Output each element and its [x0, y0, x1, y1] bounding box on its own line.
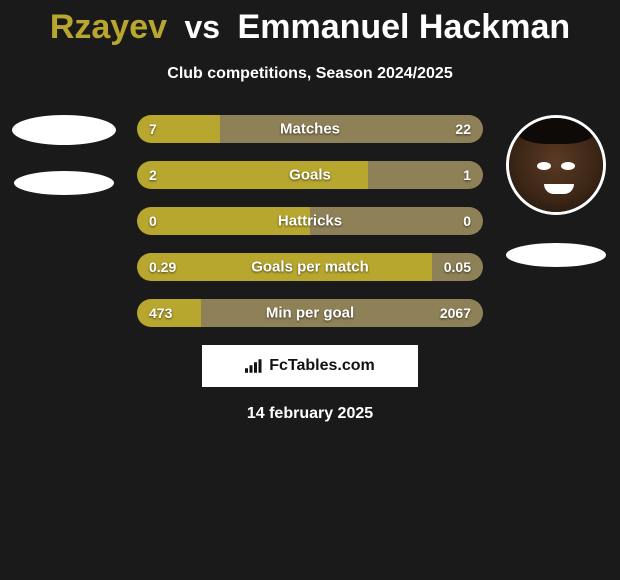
- date-label: 14 february 2025: [0, 405, 620, 423]
- stat-bar: 7 Matches 22: [137, 115, 483, 143]
- player2-team-ellipse: [506, 243, 606, 267]
- stat-value-right: 22: [455, 121, 471, 137]
- stat-bar-right: [220, 115, 483, 143]
- player1-avatar-placeholder: [12, 115, 116, 145]
- stat-value-left: 473: [149, 305, 172, 321]
- stat-bar: 2 Goals 1: [137, 161, 483, 189]
- brand-text: FcTables.com: [269, 357, 375, 375]
- stat-label: Goals per match: [251, 259, 369, 276]
- stat-value-right: 0.05: [444, 259, 471, 275]
- stat-bar-left: [137, 161, 368, 189]
- player2-face-icon: [509, 118, 603, 212]
- stat-label: Hattricks: [278, 213, 342, 230]
- player2-avatar: [506, 115, 606, 215]
- stat-value-left: 7: [149, 121, 157, 137]
- stat-label: Matches: [280, 121, 340, 138]
- title-player2: Emmanuel Hackman: [238, 8, 571, 46]
- brand-badge: FcTables.com: [202, 345, 418, 387]
- subtitle: Club competitions, Season 2024/2025: [0, 65, 620, 83]
- player1-avatar-column: [8, 115, 120, 195]
- stat-value-left: 2: [149, 167, 157, 183]
- stat-value-right: 0: [463, 213, 471, 229]
- stat-value-left: 0.29: [149, 259, 176, 275]
- player1-team-ellipse: [14, 171, 114, 195]
- content-area: 7Matches222Goals10Hattricks00.29Goals pe…: [0, 115, 620, 423]
- stat-label: Goals: [289, 167, 331, 184]
- stat-value-right: 2067: [440, 305, 471, 321]
- title-vs: vs: [185, 9, 221, 45]
- stat-bar: 0 Hattricks 0: [137, 207, 483, 235]
- player2-avatar-column: [502, 115, 610, 267]
- title-player1: Rzayev: [50, 8, 167, 46]
- stat-label: Min per goal: [266, 305, 354, 322]
- comparison-title: Rzayev vs Emmanuel Hackman: [0, 0, 620, 47]
- stat-bar: 0.29 Goals per match 0.05: [137, 253, 483, 281]
- stats-container: 7Matches222Goals10Hattricks00.29Goals pe…: [137, 115, 483, 327]
- stat-value-left: 0: [149, 213, 157, 229]
- stat-value-right: 1: [463, 167, 471, 183]
- bars-icon: [245, 359, 263, 373]
- stat-bar: 473 Min per goal 2067: [137, 299, 483, 327]
